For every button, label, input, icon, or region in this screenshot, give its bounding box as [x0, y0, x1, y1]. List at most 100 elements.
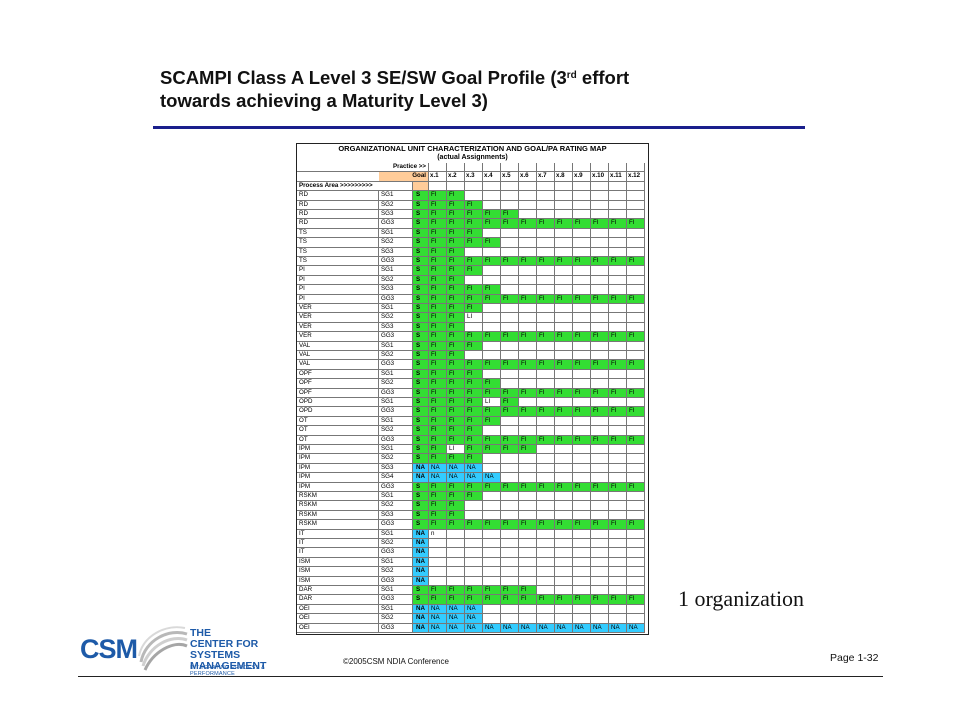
- practice-rating-cell: FI: [609, 332, 627, 342]
- practice-rating-cell: FI: [537, 219, 555, 229]
- practice-column-header: x.3: [465, 172, 483, 182]
- practice-rating-cell: [591, 510, 609, 521]
- practice-rating-cell: NA: [447, 463, 465, 474]
- practice-rating-cell: FI: [465, 332, 483, 342]
- header-spacer: [591, 181, 609, 192]
- practice-rating-cell: [519, 379, 537, 389]
- goal-cell: SG2: [379, 313, 413, 323]
- practice-rating-cell: [483, 557, 501, 568]
- practice-rating-cell: [555, 614, 573, 624]
- practice-rating-cell: FI: [501, 257, 519, 267]
- practice-rating-cell: [519, 275, 537, 286]
- practice-rating-cell: FI: [465, 398, 483, 408]
- practice-rating-cell: FI: [465, 238, 483, 248]
- logo-tagline: INTEGRATING PROCESS & PERFORMANCE: [190, 665, 265, 677]
- practice-rating-cell: [555, 463, 573, 474]
- practice-rating-cell: FI: [555, 360, 573, 370]
- organization-count-label: 1 organization: [678, 586, 805, 611]
- practice-rating-cell: [501, 191, 519, 201]
- practice-rating-cell: [537, 614, 555, 624]
- practice-rating-cell: [483, 539, 501, 549]
- practice-rating-cell: FI: [627, 257, 645, 267]
- practice-rating-cell: LI: [483, 398, 501, 408]
- practice-rating-cell: [537, 586, 555, 596]
- practice-rating-cell: [555, 210, 573, 220]
- practice-rating-cell: FI: [573, 360, 591, 370]
- practice-rating-cell: FI: [537, 332, 555, 342]
- practice-rating-cell: [609, 604, 627, 615]
- practice-rating-cell: NA: [447, 473, 465, 483]
- practice-rating-cell: FI: [465, 482, 483, 492]
- practice-rating-cell: [429, 576, 447, 586]
- header-spacer: [465, 163, 483, 173]
- goal-rating-cell: NA: [413, 604, 429, 615]
- practice-rating-cell: [537, 492, 555, 502]
- practice-rating-cell: FI: [429, 257, 447, 267]
- practice-rating-cell: [591, 351, 609, 361]
- practice-rating-cell: [627, 228, 645, 239]
- practice-rating-cell: FI: [609, 294, 627, 304]
- practice-header: Practice >>: [379, 163, 429, 173]
- practice-rating-cell: [573, 313, 591, 323]
- practice-rating-cell: [555, 510, 573, 521]
- practice-rating-cell: FI: [591, 388, 609, 398]
- goal-rating-cell: S: [413, 191, 429, 201]
- practice-rating-cell: FI: [429, 379, 447, 389]
- goal-rating-cell: S: [413, 247, 429, 257]
- goal-rating-cell: S: [413, 407, 429, 417]
- practice-rating-cell: FI: [465, 210, 483, 220]
- practice-rating-cell: FI: [609, 219, 627, 229]
- practice-rating-cell: [609, 191, 627, 201]
- practice-rating-cell: [537, 379, 555, 389]
- practice-rating-cell: FI: [429, 586, 447, 596]
- practice-rating-cell: [483, 501, 501, 511]
- goal-rating-cell: S: [413, 520, 429, 530]
- practice-rating-cell: LI: [447, 445, 465, 455]
- practice-rating-cell: [573, 191, 591, 201]
- practice-column-header: x.7: [537, 172, 555, 182]
- practice-rating-cell: FI: [465, 360, 483, 370]
- practice-rating-cell: FI: [465, 294, 483, 304]
- practice-rating-cell: [501, 548, 519, 558]
- practice-rating-cell: FI: [465, 266, 483, 276]
- practice-rating-cell: FI: [483, 285, 501, 295]
- practice-rating-cell: FI: [483, 407, 501, 417]
- practice-rating-cell: FI: [591, 294, 609, 304]
- practice-rating-cell: [483, 200, 501, 210]
- practice-rating-cell: FI: [483, 388, 501, 398]
- practice-rating-cell: FI: [447, 332, 465, 342]
- process-area-cell: IT: [297, 539, 379, 549]
- header-spacer: [609, 163, 627, 173]
- practice-rating-cell: FI: [447, 200, 465, 210]
- practice-rating-cell: FI: [591, 435, 609, 445]
- practice-rating-cell: [555, 567, 573, 577]
- practice-rating-cell: [519, 266, 537, 276]
- practice-rating-cell: FI: [591, 360, 609, 370]
- practice-rating-cell: [627, 614, 645, 624]
- practice-rating-cell: [501, 510, 519, 521]
- process-area-cell: VER: [297, 322, 379, 333]
- practice-rating-cell: NA: [465, 473, 483, 483]
- practice-rating-cell: [573, 548, 591, 558]
- goal-cell: GG3: [379, 595, 413, 605]
- practice-rating-cell: [519, 369, 537, 380]
- practice-rating-cell: FI: [555, 482, 573, 492]
- practice-rating-cell: [537, 567, 555, 577]
- practice-rating-cell: [501, 614, 519, 624]
- practice-rating-cell: FI: [429, 492, 447, 502]
- practice-rating-cell: [573, 379, 591, 389]
- practice-rating-cell: [627, 304, 645, 314]
- practice-rating-cell: [573, 228, 591, 239]
- practice-rating-cell: FI: [483, 435, 501, 445]
- practice-rating-cell: FI: [447, 454, 465, 464]
- practice-rating-cell: [501, 379, 519, 389]
- practice-rating-cell: FI: [465, 586, 483, 596]
- practice-rating-cell: [537, 200, 555, 210]
- title-line1-post: effort: [576, 67, 630, 88]
- practice-rating-cell: FI: [483, 520, 501, 530]
- practice-rating-cell: [609, 210, 627, 220]
- practice-rating-cell: [483, 567, 501, 577]
- practice-rating-cell: FI: [447, 416, 465, 427]
- process-area-cell: PI: [297, 285, 379, 295]
- practice-rating-cell: FI: [483, 445, 501, 455]
